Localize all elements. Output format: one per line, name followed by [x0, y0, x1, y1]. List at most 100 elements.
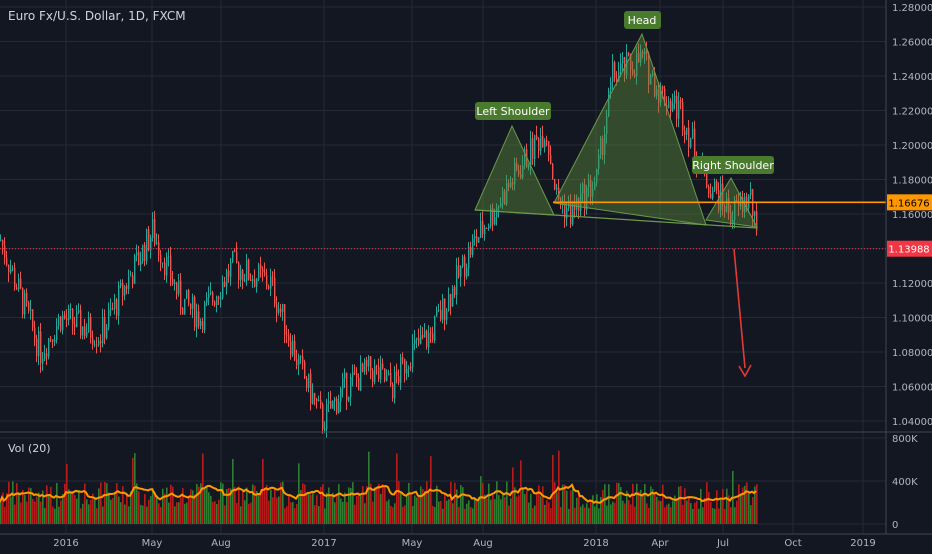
- volume-bar: [342, 501, 344, 524]
- volume-bar: [724, 508, 726, 524]
- volume-bar: [60, 500, 62, 524]
- candle-body: [258, 264, 260, 280]
- volume-bar: [546, 500, 548, 524]
- candle-body: [36, 338, 38, 357]
- candle-body: [522, 165, 524, 178]
- candle-body: [320, 399, 322, 405]
- volume-bar: [154, 491, 156, 524]
- candle-body: [82, 326, 84, 336]
- volume-bar: [314, 505, 316, 524]
- volume-bar: [34, 501, 36, 524]
- candle-body: [396, 371, 398, 377]
- candle-body: [618, 71, 620, 82]
- volume-bar: [218, 499, 220, 524]
- volume-bar: [238, 486, 240, 524]
- candle-body: [348, 396, 350, 401]
- candle-body: [130, 275, 132, 277]
- candle-body: [582, 184, 584, 194]
- candle-body: [494, 217, 496, 225]
- volume-bar: [144, 494, 146, 524]
- candle-body: [694, 128, 696, 159]
- price-tick-label: 1.10000: [892, 314, 932, 325]
- volume-bar: [458, 506, 460, 524]
- candle-body: [434, 316, 436, 341]
- candle-body: [542, 135, 544, 148]
- volume-bar: [730, 507, 732, 524]
- candle-body: [676, 95, 678, 119]
- volume-bar: [288, 495, 290, 524]
- candle-body: [138, 252, 140, 266]
- volume-bar: [650, 486, 652, 524]
- candle-body: [244, 280, 246, 282]
- candle-body: [18, 278, 20, 290]
- volume-bar: [588, 508, 590, 524]
- candle-body: [362, 363, 364, 372]
- candle-body: [54, 339, 56, 342]
- candle-body: [446, 310, 448, 321]
- volume-bar: [456, 489, 458, 524]
- candle-body: [198, 311, 200, 326]
- candle-body: [352, 372, 354, 377]
- volume-bar: [300, 490, 302, 524]
- candle-body: [264, 272, 266, 275]
- candle-body: [144, 244, 146, 261]
- time-tick-label: Jul: [716, 538, 729, 549]
- candle-body: [430, 332, 432, 334]
- volume-bar: [716, 490, 718, 524]
- candle-body: [708, 186, 710, 194]
- volume-bar: [206, 486, 208, 524]
- candle-body: [616, 77, 618, 82]
- candle-body: [720, 183, 722, 211]
- volume-bar: [678, 486, 680, 524]
- candle-body: [40, 331, 42, 364]
- volume-bar: [488, 483, 490, 524]
- volume-bar: [176, 502, 178, 524]
- candle-body: [624, 57, 626, 75]
- candle-body: [280, 308, 282, 313]
- candle-body: [332, 401, 334, 409]
- candle-body: [10, 269, 12, 273]
- volume-bar: [76, 498, 78, 524]
- volume-bar: [598, 508, 600, 524]
- candle-body: [76, 312, 78, 327]
- candle-body: [684, 130, 686, 135]
- candle-body: [648, 53, 650, 85]
- candle-body: [564, 201, 566, 219]
- volume-bar: [528, 502, 530, 524]
- volume-bar: [294, 508, 296, 524]
- volume-bar: [560, 506, 562, 524]
- volume-bar: [180, 497, 182, 524]
- volume-bar: [564, 484, 566, 524]
- candle-body: [172, 279, 174, 285]
- candle-body: [750, 189, 752, 196]
- candle-body: [306, 377, 308, 389]
- candle-body: [100, 340, 102, 344]
- candle-body: [416, 337, 418, 341]
- volume-bar: [734, 507, 736, 524]
- candle-body: [662, 86, 664, 89]
- volume-bar: [166, 487, 168, 524]
- volume-bar: [630, 504, 632, 524]
- volume-bar: [332, 492, 334, 524]
- volume-bar: [364, 503, 366, 524]
- candle-body: [374, 365, 376, 382]
- volume-bar: [62, 493, 64, 524]
- volume-bar: [152, 488, 154, 524]
- time-tick-label: Aug: [211, 538, 231, 549]
- candle-body: [470, 246, 472, 255]
- candle-body: [516, 162, 518, 171]
- volume-bar: [386, 501, 388, 524]
- price-tick-label: 1.28000: [892, 3, 932, 14]
- volume-bar: [276, 497, 278, 524]
- volume-bar: [754, 486, 756, 524]
- volume-bar: [200, 483, 202, 524]
- candle-body: [590, 179, 592, 197]
- candle-body: [318, 399, 320, 401]
- candle-body: [304, 362, 306, 378]
- volume-bar: [272, 497, 274, 524]
- candle-body: [328, 401, 330, 404]
- volume-bar: [64, 483, 66, 524]
- candle-body: [58, 316, 60, 326]
- volume-bar: [220, 482, 222, 524]
